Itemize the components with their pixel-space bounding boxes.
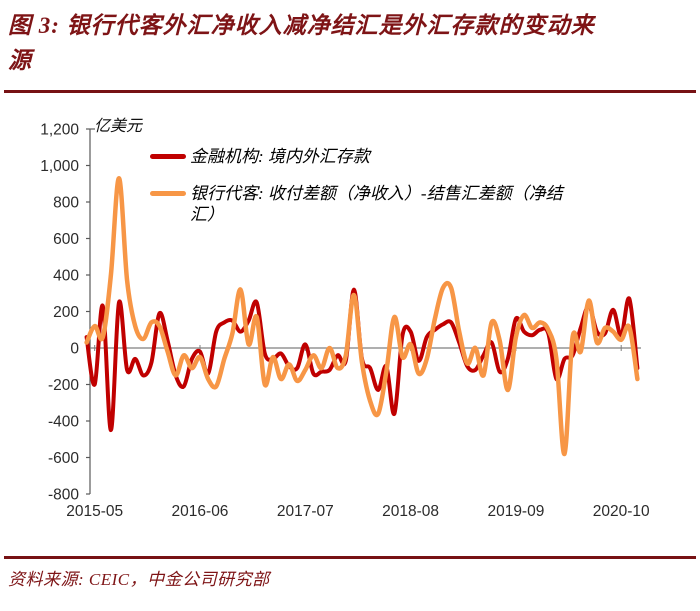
y-axis	[86, 128, 95, 495]
x-tick-label: 2017-07	[277, 503, 334, 520]
x-tick-labels: 2015-05 2016-06 2017-07 2018-08 2019-09 2020-…	[66, 503, 650, 520]
title-divider	[4, 90, 696, 93]
legend-label-deposits: 金融机构: 境内外汇存款	[190, 147, 370, 166]
y-tick-label: 0	[70, 341, 79, 358]
y-tick-label: 200	[53, 304, 79, 321]
y-axis-unit-label: 亿美元	[94, 118, 143, 135]
chart-legend: 金融机构: 境内外汇存款 银行代客: 收付差额（净收入）-结售汇差额（净结汇）	[150, 146, 670, 241]
source-note: 资料来源: CEIC，中金公司研究部	[8, 570, 270, 589]
zero-line	[90, 345, 641, 351]
y-tick-label: -200	[48, 377, 79, 394]
y-tick-label: 600	[53, 231, 79, 248]
legend-item-net-receipts: 银行代客: 收付差额（净收入）-结售汇差额（净结汇）	[150, 183, 670, 225]
x-tick-label: 2020-10	[593, 503, 650, 520]
series-line-1	[84, 176, 640, 457]
footer-divider	[4, 556, 696, 559]
y-tick-label: -800	[48, 487, 79, 504]
x-tick-label: 2016-06	[172, 503, 229, 520]
y-tick-label: -400	[48, 414, 79, 431]
x-tick-label: 2018-08	[382, 503, 439, 520]
x-tick-label: 2019-09	[487, 503, 544, 520]
y-tick-label: 800	[53, 195, 79, 212]
legend-label-net-receipts: 银行代客: 收付差额（净收入）-结售汇差额（净结汇）	[190, 184, 563, 224]
legend-item-deposits: 金融机构: 境内外汇存款	[150, 146, 670, 167]
y-tick-label: 1,200	[40, 122, 79, 139]
y-tick-labels: -800 -600 -400 -200 0 200 400 600 800 1,000 1,200	[40, 122, 79, 504]
x-tick-label: 2015-05	[66, 503, 123, 520]
y-tick-label: 1,000	[40, 158, 79, 175]
legend-swatch-red-icon	[150, 154, 186, 159]
figure-title: 图 3: 银行代客外汇净收入减净结汇是外汇存款的变动来源	[8, 13, 595, 73]
y-tick-label: -600	[48, 450, 79, 467]
y-tick-label: 400	[53, 268, 79, 285]
legend-swatch-orange-icon	[150, 191, 186, 196]
